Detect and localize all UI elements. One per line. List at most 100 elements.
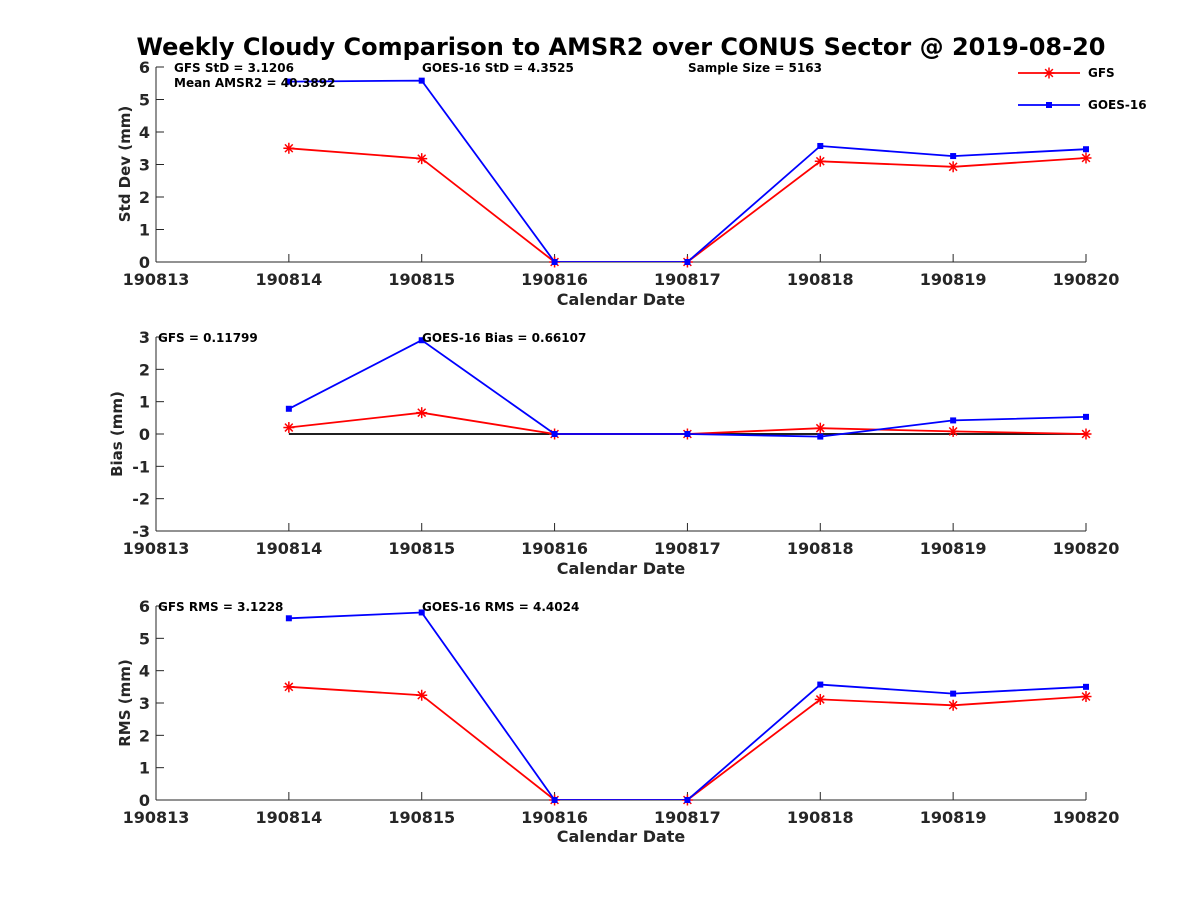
rms-goes16-point xyxy=(817,681,824,688)
std-y-tick-label: 1 xyxy=(139,221,150,240)
rms-gfs-point xyxy=(947,699,959,711)
std-x-tick-label: 190817 xyxy=(654,270,721,289)
bias-x-tick-label: 190818 xyxy=(787,539,854,558)
rms-y-tick-label: 0 xyxy=(139,791,150,810)
bias-x-tick-label: 190816 xyxy=(521,539,588,558)
std-x-tick-label: 190820 xyxy=(1053,270,1120,289)
legend-goes16-label: GOES-16 xyxy=(1088,98,1147,112)
legend-gfs-marker-shape xyxy=(1043,67,1055,79)
std-gfs-point xyxy=(814,155,826,167)
goes16-bias-annotation: GOES-16 Bias = 0.66107 xyxy=(422,331,586,345)
bias-x-tick-label: 190817 xyxy=(654,539,721,558)
bias-gfs-point xyxy=(283,422,295,434)
std-gfs-point xyxy=(1080,152,1092,164)
rms-gfs-point xyxy=(416,689,428,701)
legend-gfs-label: GFS xyxy=(1088,66,1115,80)
std-goes16-point xyxy=(1083,146,1089,153)
rms-goes16-point xyxy=(285,615,292,622)
std-goes16-point xyxy=(950,153,957,160)
rms-y-tick-label: 2 xyxy=(139,726,150,745)
bias-x-tick-label: 190819 xyxy=(920,539,987,558)
std-x-tick-label: 190814 xyxy=(255,270,322,289)
std-x-tick-label: 190816 xyxy=(521,270,588,289)
bias-x-axis-label: Calendar Date xyxy=(557,559,686,578)
rms-gfs-point xyxy=(814,693,826,705)
bias-y-tick-label: -3 xyxy=(132,522,150,541)
rms-goes16-point xyxy=(950,690,957,697)
goes16-std-annotation: GOES-16 StD = 4.3525 xyxy=(422,61,574,75)
std-x-axis-label: Calendar Date xyxy=(557,290,686,309)
bias-y-tick-label: 2 xyxy=(139,360,150,379)
rms-goes16-point xyxy=(1083,683,1089,690)
gfs-std-annotation: GFS StD = 3.1206 xyxy=(174,61,294,75)
gfs-rms-annotation: GFS RMS = 3.1228 xyxy=(158,600,283,614)
rms-y-tick-label: 6 xyxy=(139,597,150,616)
bias-x-tick-label: 190813 xyxy=(123,539,190,558)
gfs-bias-annotation: GFS = 0.11799 xyxy=(158,331,258,345)
bias-y-axis-label: Bias (mm) xyxy=(108,391,126,477)
std-x-tick-label: 190815 xyxy=(388,270,455,289)
rms-x-tick-label: 190819 xyxy=(920,808,987,827)
bias-y-tick-label: 3 xyxy=(139,328,150,347)
std-y-tick-label: 2 xyxy=(139,188,150,207)
std-dev-panel: 190813 190814 190815 190816 190817 190818 1908… xyxy=(116,58,1119,309)
bias-gfs-point xyxy=(814,422,826,434)
rms-gfs-point xyxy=(1080,691,1092,703)
legend: GFS GOES-16 xyxy=(1018,66,1147,112)
bias-y-tick-label: 0 xyxy=(139,425,150,444)
rms-x-tick-label: 190815 xyxy=(388,808,455,827)
bias-x-tick-label: 190815 xyxy=(388,539,455,558)
std-goes16-point xyxy=(684,259,691,265)
std-goes16-point xyxy=(817,142,824,149)
bias-gfs-point xyxy=(416,407,428,419)
std-gfs-point xyxy=(416,153,428,165)
bias-y-tick-label: -2 xyxy=(132,490,150,509)
rms-x-tick-label: 190818 xyxy=(787,808,854,827)
bias-gfs-point xyxy=(947,425,959,437)
std-goes16-point xyxy=(418,77,425,84)
std-x-tick-label: 190813 xyxy=(123,270,190,289)
rms-x-tick-label: 190814 xyxy=(255,808,322,827)
rms-panel: 190813 190814 190815 190816 190817 190818 1908… xyxy=(116,597,1119,846)
std-y-tick-label: 5 xyxy=(139,91,150,110)
std-goes16-point xyxy=(285,78,292,85)
bias-x-tick-label: 190814 xyxy=(255,539,322,558)
bias-x-tick-label: 190820 xyxy=(1053,539,1120,558)
std-x-tick-label: 190819 xyxy=(920,270,987,289)
chart-title: Weekly Cloudy Comparison to AMSR2 over C… xyxy=(137,33,1106,61)
rms-y-axis-label: RMS (mm) xyxy=(116,659,134,746)
std-y-tick-label: 3 xyxy=(139,156,150,175)
legend-gfs-marker xyxy=(1043,67,1055,79)
rms-gfs-point xyxy=(283,681,295,693)
std-gfs-point xyxy=(947,161,959,173)
goes16-rms-annotation: GOES-16 RMS = 4.4024 xyxy=(422,600,579,614)
rms-y-tick-label: 4 xyxy=(139,662,150,681)
std-y-tick-label: 6 xyxy=(139,58,150,77)
rms-y-tick-label: 1 xyxy=(139,759,150,778)
std-y-tick-label: 4 xyxy=(139,123,150,142)
bias-y-tick-label: 1 xyxy=(139,393,150,412)
rms-goes16-point xyxy=(684,797,691,803)
rms-y-tick-label: 3 xyxy=(139,694,150,713)
legend-goes16-marker-shape xyxy=(1046,102,1052,108)
rms-x-tick-label: 190817 xyxy=(654,808,721,827)
mean-amsr2-annotation: Mean AMSR2 = 40.3892 xyxy=(174,76,335,90)
std-y-axis-label: Std Dev (mm) xyxy=(116,106,134,223)
bias-goes16-point xyxy=(684,431,691,437)
bias-panel: 190813 190814 190815 190816 190817 190818 1908… xyxy=(108,328,1119,578)
rms-x-tick-label: 190816 xyxy=(521,808,588,827)
bias-goes16-point xyxy=(418,337,425,344)
bias-goes16-point xyxy=(1083,413,1089,420)
legend-goes16-marker xyxy=(1046,102,1052,108)
rms-y-tick-label: 5 xyxy=(139,629,150,648)
std-gfs-point xyxy=(283,142,295,154)
rms-goes16-point xyxy=(418,609,425,616)
sample-size-annotation: Sample Size = 5163 xyxy=(688,61,822,75)
bias-goes16-point xyxy=(950,417,957,424)
rms-x-tick-label: 190820 xyxy=(1053,808,1120,827)
rms-x-tick-label: 190813 xyxy=(123,808,190,827)
rms-x-axis-label: Calendar Date xyxy=(557,827,686,846)
bias-goes16-point xyxy=(551,431,558,437)
rms-goes16-point xyxy=(551,797,558,803)
